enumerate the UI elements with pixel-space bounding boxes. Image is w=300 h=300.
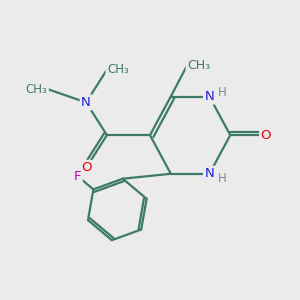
Text: F: F (74, 169, 81, 182)
Text: CH₃: CH₃ (107, 63, 129, 76)
Text: CH₃: CH₃ (26, 82, 47, 96)
Text: N: N (205, 90, 214, 103)
Text: N: N (205, 167, 214, 180)
Text: O: O (261, 129, 271, 142)
Text: N: N (81, 96, 91, 109)
Text: O: O (81, 161, 91, 174)
Text: CH₃: CH₃ (187, 59, 210, 72)
Text: H: H (218, 172, 226, 185)
Text: H: H (218, 85, 226, 98)
